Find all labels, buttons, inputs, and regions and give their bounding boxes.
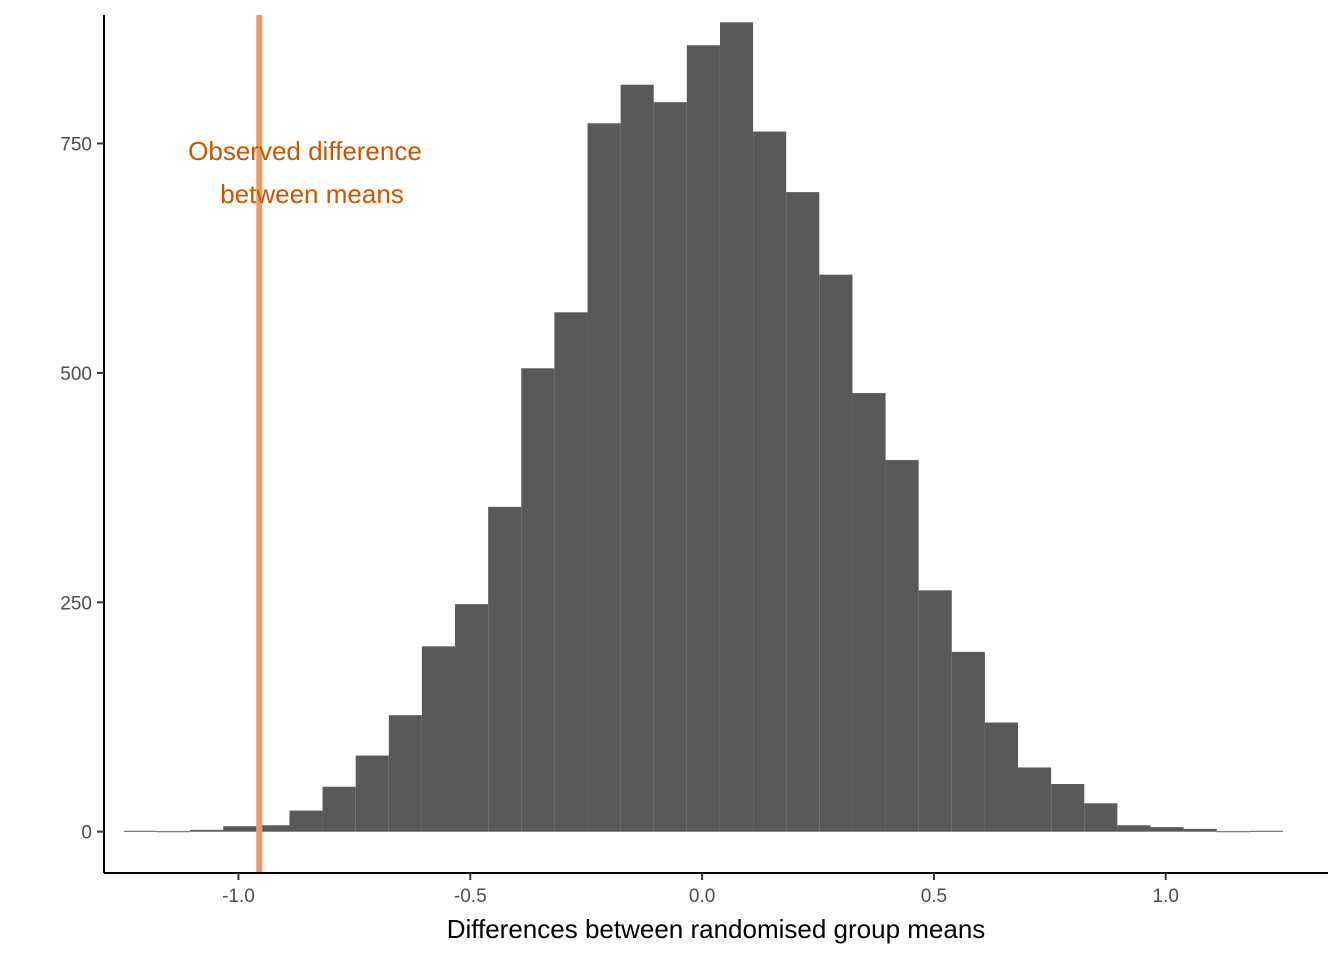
x-tick-label: 0.5 — [921, 886, 947, 907]
observed-difference-label-line-1: Observed difference — [188, 136, 422, 166]
x-axis-title: Differences between randomised group mea… — [447, 914, 986, 944]
histogram-bar — [123, 830, 157, 832]
histogram-bar — [686, 45, 720, 832]
histogram-bar — [1051, 783, 1085, 832]
histogram-bar — [653, 102, 687, 832]
histogram-bar — [322, 786, 356, 832]
histogram-bar — [852, 393, 886, 832]
x-tick-label: 0.0 — [689, 886, 715, 907]
histogram-bar — [587, 123, 621, 832]
histogram-bar — [753, 131, 787, 832]
histogram-bar — [1183, 828, 1217, 832]
histogram-bar — [620, 84, 654, 832]
x-tick-label: 1.0 — [1153, 886, 1179, 907]
y-tick-label: 0 — [81, 823, 92, 844]
histogram-bars — [123, 22, 1283, 833]
histogram-bar — [1249, 830, 1283, 832]
y-axis-ticks: 0 250 500 750 — [60, 134, 104, 844]
histogram-bar — [355, 755, 389, 832]
observed-difference-label-line-2: between means — [220, 179, 404, 209]
x-axis-ticks: -1.0 -0.5 0.0 0.5 1.0 — [222, 873, 1179, 907]
histogram-bar — [786, 192, 820, 832]
histogram-bar — [256, 825, 290, 832]
histogram-bar — [521, 368, 555, 832]
histogram-bar — [156, 831, 191, 833]
histogram-bar — [885, 460, 919, 832]
histogram-bar — [984, 722, 1019, 832]
histogram-bar — [1216, 831, 1250, 833]
histogram-bar — [421, 646, 456, 832]
histogram-bar — [1117, 825, 1151, 832]
histogram-bar — [1018, 767, 1052, 832]
histogram-bar — [388, 715, 422, 832]
histogram-bar — [951, 651, 985, 832]
histogram-bar — [554, 312, 588, 832]
histogram-bar — [289, 810, 323, 832]
histogram-bar — [223, 826, 257, 832]
histogram-bar — [190, 829, 224, 832]
histogram-bar — [455, 604, 489, 832]
y-tick-label: 250 — [60, 593, 92, 614]
histogram-bar — [488, 506, 522, 832]
x-tick-label: -1.0 — [222, 886, 255, 907]
histogram-bar — [819, 274, 853, 832]
y-tick-label: 750 — [60, 134, 92, 155]
histogram-bar — [918, 590, 952, 832]
histogram-bar — [1150, 827, 1184, 832]
histogram-bar — [719, 22, 754, 832]
x-tick-label: -0.5 — [454, 886, 487, 907]
y-tick-label: 500 — [60, 364, 92, 385]
histogram-bar — [1084, 803, 1118, 832]
